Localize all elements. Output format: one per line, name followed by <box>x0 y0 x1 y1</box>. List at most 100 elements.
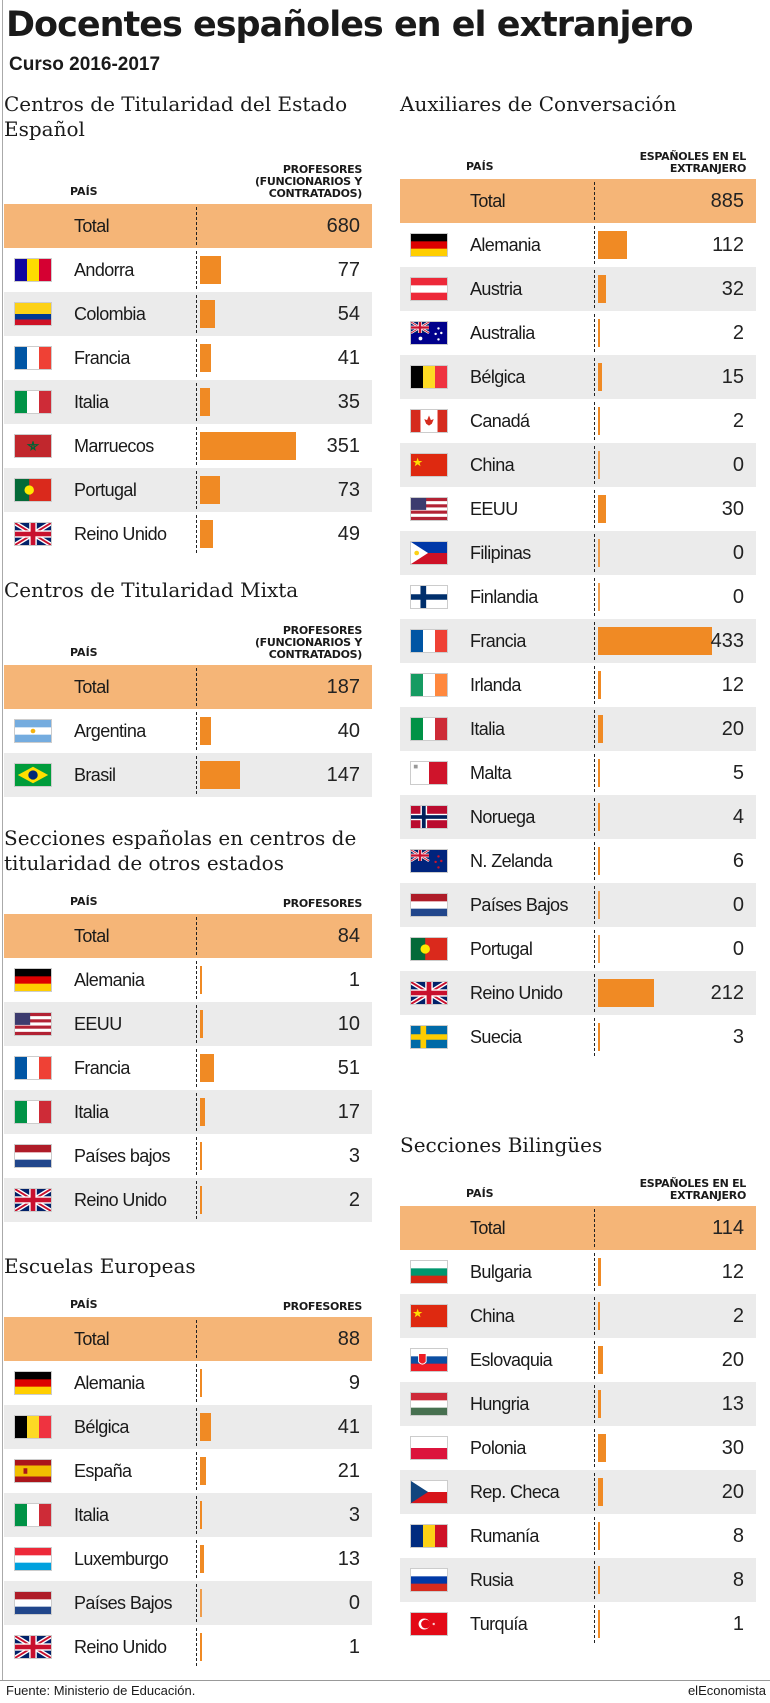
total-row: Total 187 <box>4 665 372 709</box>
table-row: N. Zelanda 6 <box>400 839 756 883</box>
table-row: Reino Unido 1 <box>4 1625 372 1669</box>
bar <box>598 451 600 479</box>
france-flag-icon <box>14 1056 52 1080</box>
bar <box>598 1023 600 1051</box>
czech-flag-icon <box>410 1480 448 1504</box>
russia-flag-icon <box>410 1568 448 1592</box>
data-label: 1 <box>348 1636 360 1658</box>
italy-flag-icon <box>14 1503 52 1527</box>
country-label: China <box>470 1306 515 1326</box>
bulgaria-flag-icon <box>410 1260 448 1284</box>
bar <box>598 803 600 831</box>
country-label: Canadá <box>470 411 530 431</box>
data-label: 51 <box>337 1057 360 1079</box>
country-label: Alemania <box>470 235 541 255</box>
column-divider <box>594 886 595 924</box>
table-row: Reino Unido 212 <box>400 971 756 1015</box>
data-label: 21 <box>337 1460 360 1482</box>
column-header-country: PAÍS <box>70 895 98 908</box>
country-label: Brasil <box>74 765 116 785</box>
uk-flag-icon <box>14 522 52 546</box>
table-row: Francia 433 <box>400 619 756 663</box>
country-label: Irlanda <box>470 675 521 695</box>
column-divider <box>594 1297 595 1335</box>
table-row: Malta 5 <box>400 751 756 795</box>
data-label: 10 <box>337 1013 360 1035</box>
usa-flag-icon <box>410 497 448 521</box>
hungary-flag-icon <box>410 1392 448 1416</box>
country-label: Rep. Checa <box>470 1482 560 1502</box>
country-label: Turquía <box>470 1614 528 1634</box>
column-divider <box>196 917 197 955</box>
table-row: Reino Unido 2 <box>4 1178 372 1222</box>
data-label: 2 <box>732 410 744 432</box>
country-label: Reino Unido <box>470 983 563 1003</box>
data-label: 41 <box>337 347 360 369</box>
table-row: Rep. Checa 20 <box>400 1470 756 1514</box>
france-flag-icon <box>14 346 52 370</box>
china-flag-icon <box>410 1304 448 1328</box>
netherlands-flag-icon <box>14 1144 52 1168</box>
bar <box>598 539 600 567</box>
table-row: Alemania 1 <box>4 958 372 1002</box>
table-row: Alemania 112 <box>400 223 756 267</box>
data-label: 2 <box>732 1305 744 1327</box>
data-label: 30 <box>721 1437 744 1459</box>
country-label: Finlandia <box>470 587 538 607</box>
table-row: Italia 35 <box>4 380 372 424</box>
data-label: 17 <box>337 1101 360 1123</box>
column-divider <box>196 383 197 421</box>
section-6: Secciones Bilingües PAÍS ESPAÑOLES EN EL E… <box>400 1133 756 1646</box>
bar <box>200 476 220 504</box>
bar <box>200 300 215 328</box>
column-divider <box>594 1429 595 1467</box>
table-row: Brasil 147 <box>4 753 372 797</box>
data-label: 13 <box>337 1548 360 1570</box>
column-divider <box>196 295 197 333</box>
bar <box>200 717 211 745</box>
column-header-value: PROFESORES (FUNCIONARIOS Y CONTRATADOS) <box>254 624 362 661</box>
data-label: 6 <box>732 850 744 872</box>
data-rows: Total 680 Andorra 77 Colombia 54 Francia 41 Ital… <box>4 204 372 556</box>
romania-flag-icon <box>410 1524 448 1548</box>
footer-brand: elEconomista <box>687 1683 766 1698</box>
table-row: Luxemburgo 13 <box>4 1537 372 1581</box>
page-subtitle: Curso 2016-2017 <box>9 54 161 75</box>
column-divider <box>594 930 595 968</box>
table-row: Filipinas 0 <box>400 531 756 575</box>
bar <box>598 275 607 303</box>
table-row: Turquía 1 <box>400 1602 756 1646</box>
bar <box>598 671 602 699</box>
data-label: 41 <box>337 1416 360 1438</box>
table-row: Reino Unido 49 <box>4 512 372 556</box>
country-label: Portugal <box>470 939 533 959</box>
data-label: 4 <box>732 806 744 828</box>
bar <box>598 935 600 963</box>
table-row: Polonia 30 <box>400 1426 756 1470</box>
netherlands-flag-icon <box>14 1591 52 1615</box>
data-label: 32 <box>721 278 744 300</box>
table-row: Noruega 4 <box>400 795 756 839</box>
data-label: 147 <box>326 764 360 786</box>
column-divider <box>594 446 595 484</box>
uk-flag-icon <box>14 1188 52 1212</box>
column-divider <box>196 1540 197 1578</box>
column-divider <box>594 182 595 220</box>
bar <box>200 432 296 460</box>
country-label: Alemania <box>74 970 145 990</box>
belgium-flag-icon <box>410 365 448 389</box>
column-divider <box>196 712 197 750</box>
column-divider <box>594 754 595 792</box>
data-label: 8 <box>732 1525 744 1547</box>
finland-flag-icon <box>410 585 448 609</box>
total-label: Total <box>470 1218 506 1238</box>
column-divider <box>196 339 197 377</box>
column-header-value: ESPAÑOLES EN EL EXTRANJERO <box>639 1177 747 1202</box>
table-row: Irlanda 12 <box>400 663 756 707</box>
column-divider <box>594 578 595 616</box>
table-row: Argentina 40 <box>4 709 372 753</box>
total-value: 680 <box>326 215 360 237</box>
data-label: 3 <box>732 1026 744 1048</box>
column-divider <box>196 207 197 245</box>
table-row: China 0 <box>400 443 756 487</box>
